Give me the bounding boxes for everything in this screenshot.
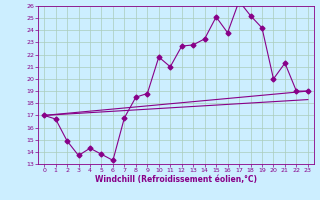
X-axis label: Windchill (Refroidissement éolien,°C): Windchill (Refroidissement éolien,°C) [95,175,257,184]
